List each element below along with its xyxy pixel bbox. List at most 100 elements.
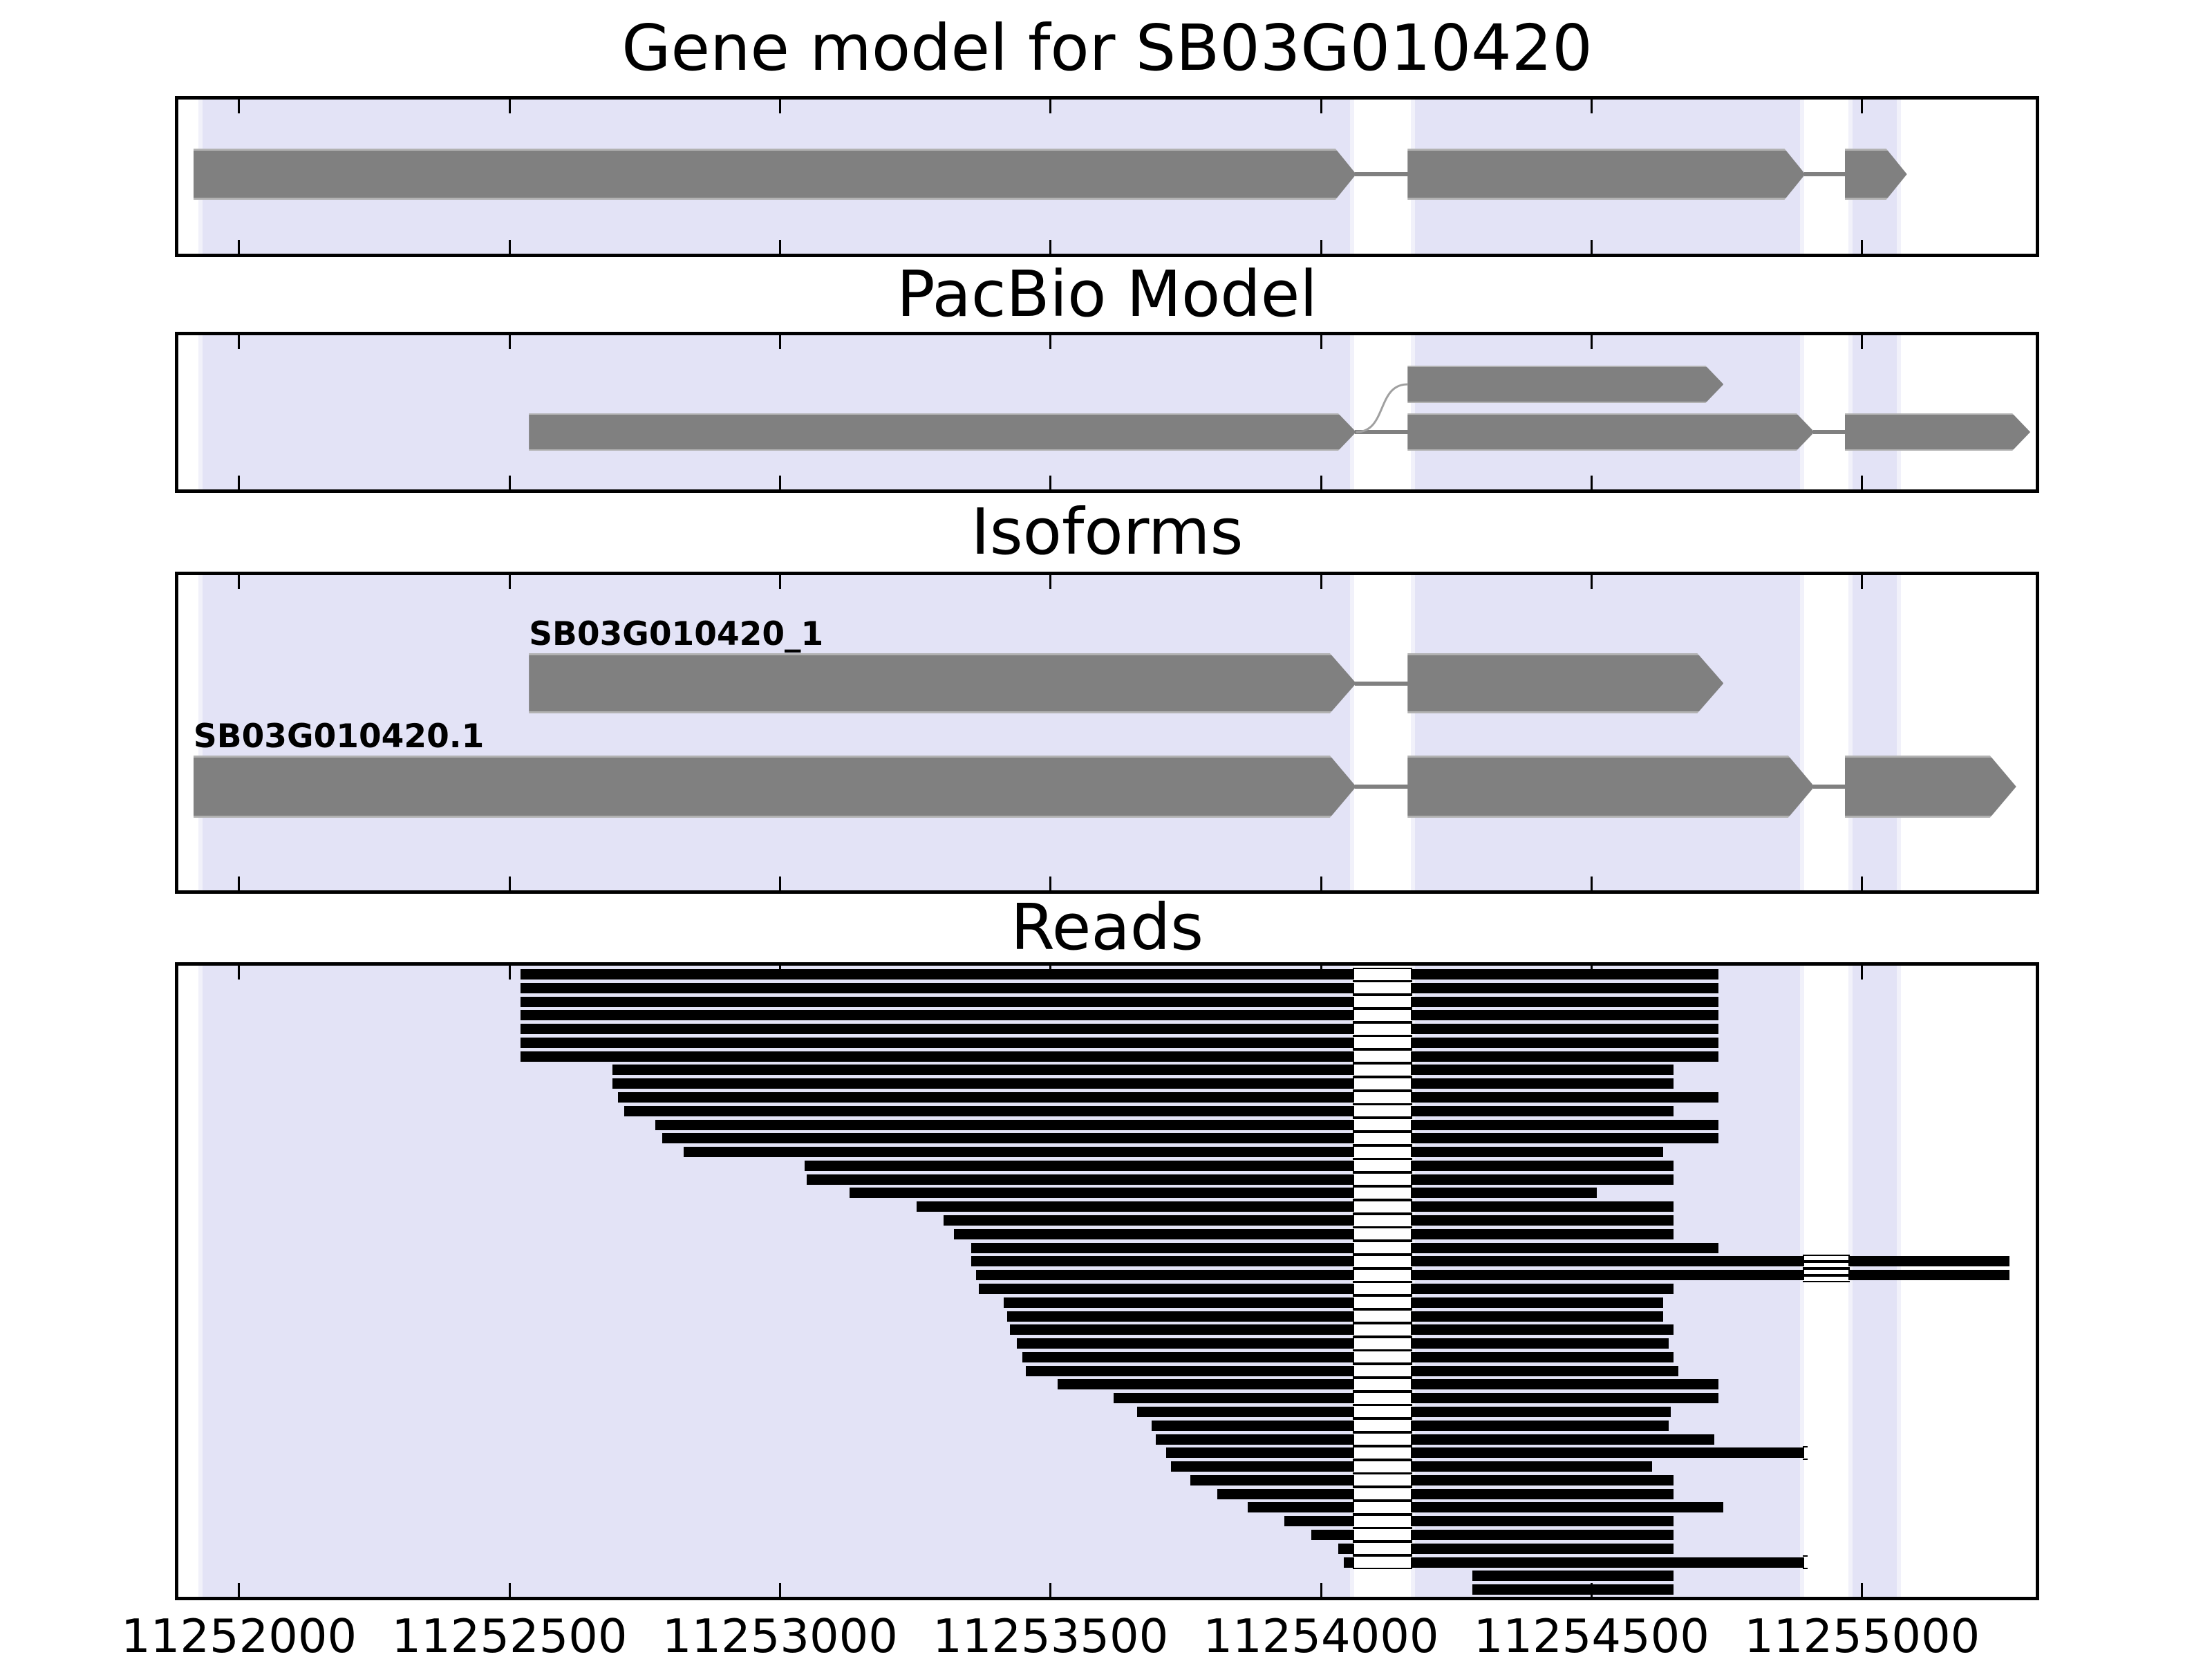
panel-reads-tick-bottom-2 (508, 1583, 511, 1597)
read-19-segment-1 (943, 1215, 1354, 1226)
panel-isoforms-tick-top-4 (1049, 575, 1052, 589)
read-34-segment-2 (1410, 1420, 1669, 1431)
panel-gene (175, 96, 2039, 257)
read-6-gap-1 (1352, 1037, 1412, 1049)
read-12-segment-2 (1410, 1119, 1718, 1130)
read-32-segment-2 (1410, 1393, 1718, 1404)
panel-isoforms-tick-bottom-4 (1049, 877, 1052, 890)
read-35-segment-2 (1410, 1434, 1715, 1445)
isoform-1-exon-2 (1407, 653, 1723, 713)
read-20-segment-2 (1410, 1228, 1674, 1239)
panel-pacbio-tick-bottom-4 (1049, 476, 1052, 489)
panel-isoforms-tick-bottom-1 (238, 877, 241, 890)
panel-isoforms-tick-top-5 (1320, 575, 1322, 589)
read-25-gap-1 (1352, 1297, 1412, 1309)
isoform-1-intron-line-1 (1354, 681, 1409, 686)
gene-intron-line-1 (1354, 172, 1409, 176)
read-7-segment-2 (1410, 1051, 1718, 1062)
read-3-gap-1 (1352, 996, 1412, 1008)
read-42-segment-2 (1410, 1529, 1674, 1540)
gene-exon-2 (1407, 149, 1805, 200)
panel-reads-tick-bottom-6 (1590, 1583, 1593, 1597)
read-22-gap-1 (1352, 1255, 1412, 1267)
read-33-segment-2 (1410, 1406, 1671, 1417)
read-41-gap-1 (1352, 1515, 1412, 1527)
read-20-segment-1 (954, 1228, 1354, 1239)
pacbio-lower-intron-line-2 (1812, 430, 1846, 434)
read-24-gap-1 (1352, 1283, 1412, 1295)
read-21-segment-2 (1410, 1242, 1718, 1253)
panel-pacbio-tick-top-4 (1049, 335, 1052, 349)
read-7-gap-1 (1352, 1051, 1412, 1062)
read-15-gap-1 (1352, 1160, 1412, 1172)
read-44-gap-2 (1803, 1557, 1808, 1568)
read-35-gap-1 (1352, 1434, 1412, 1445)
read-18-segment-1 (916, 1201, 1354, 1212)
read-24-segment-2 (1410, 1283, 1674, 1294)
read-40-gap-1 (1352, 1501, 1412, 1513)
read-26-segment-2 (1410, 1311, 1663, 1322)
read-12-gap-1 (1352, 1119, 1412, 1131)
read-1-segment-2 (1410, 969, 1718, 980)
read-24-segment-1 (979, 1283, 1354, 1294)
read-15-segment-2 (1410, 1160, 1674, 1171)
isoform-2-intron-line-1 (1354, 785, 1409, 789)
read-15-segment-1 (805, 1160, 1354, 1171)
read-38-segment-1 (1190, 1474, 1354, 1485)
read-29-segment-2 (1410, 1351, 1674, 1362)
exon-highlight-band-3 (1848, 574, 1902, 891)
read-46-segment-1 (1472, 1584, 1674, 1595)
read-21-segment-1 (971, 1242, 1354, 1253)
read-20-gap-1 (1352, 1228, 1412, 1240)
read-36-gap-2 (1803, 1447, 1808, 1459)
panel-reads-tick-top-6 (1590, 966, 1593, 980)
read-19-segment-2 (1410, 1215, 1674, 1226)
read-33-gap-1 (1352, 1406, 1412, 1418)
exon-highlight-band-3 (1848, 335, 1902, 490)
read-13-segment-2 (1410, 1133, 1718, 1144)
read-9-segment-2 (1410, 1078, 1674, 1089)
panel-pacbio-tick-bottom-7 (1861, 476, 1864, 489)
read-23-gap-connector (1803, 1273, 1850, 1277)
read-14-segment-2 (1410, 1147, 1663, 1158)
read-18-gap-1 (1352, 1201, 1412, 1212)
isoform-1-exon-1 (529, 653, 1356, 713)
read-6-segment-2 (1410, 1037, 1718, 1048)
read-4-segment-1 (520, 1010, 1354, 1021)
x-axis-label-11254000: 11254000 (1203, 1609, 1439, 1659)
panel-pacbio (175, 332, 2039, 493)
read-33-segment-1 (1136, 1406, 1354, 1417)
read-25-segment-1 (1004, 1297, 1354, 1308)
read-13-segment-1 (662, 1133, 1354, 1144)
exon-highlight-band-2 (1410, 335, 1804, 490)
title-gene-model: Gene model for SB03G010420 (621, 11, 1593, 85)
read-29-segment-1 (1022, 1351, 1354, 1362)
read-41-segment-2 (1410, 1516, 1674, 1527)
read-27-gap-1 (1352, 1324, 1412, 1335)
panel-pacbio-tick-top-6 (1590, 335, 1593, 349)
read-4-segment-2 (1410, 1010, 1718, 1021)
panel-gene-tick-bottom-2 (508, 240, 511, 254)
panel-gene-tick-top-3 (778, 100, 781, 113)
x-axis-label-11252500: 11252500 (391, 1609, 628, 1659)
read-5-segment-2 (1410, 1024, 1718, 1035)
panel-pacbio-tick-bottom-6 (1590, 476, 1593, 489)
read-2-segment-2 (1410, 982, 1718, 993)
panel-reads-tick-top-3 (778, 966, 781, 980)
read-42-gap-1 (1352, 1529, 1412, 1541)
read-22-segment-2 (1410, 1256, 1804, 1267)
panel-gene-tick-bottom-6 (1590, 240, 1593, 254)
panel-reads-tick-top-7 (1861, 966, 1864, 980)
read-37-gap-1 (1352, 1461, 1412, 1472)
exon-highlight-band-2 (1410, 574, 1804, 891)
panel-isoforms-tick-bottom-7 (1861, 877, 1864, 890)
x-axis-label-11253500: 11253500 (932, 1609, 1169, 1659)
read-1-gap-1 (1352, 968, 1412, 980)
pacbio-lower-exon-3 (1845, 413, 2030, 451)
isoform-2-exon-2 (1407, 756, 1815, 818)
read-3-segment-1 (520, 996, 1354, 1007)
panel-reads (175, 962, 2039, 1600)
read-8-segment-2 (1410, 1065, 1674, 1076)
read-28-segment-2 (1410, 1338, 1669, 1349)
